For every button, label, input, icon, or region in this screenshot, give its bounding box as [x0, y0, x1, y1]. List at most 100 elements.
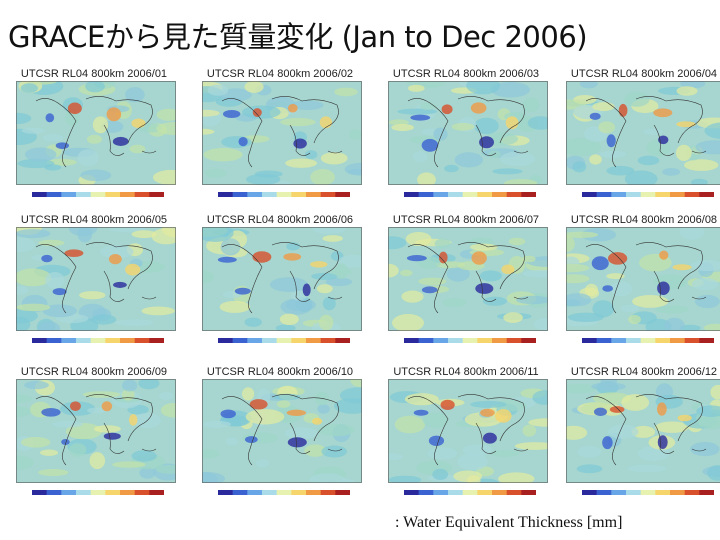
colorbar-swatch: [506, 338, 522, 343]
colorbar-swatch: [640, 338, 656, 343]
map-panel: UTCSR RL04 800km 2006/03: [380, 68, 552, 210]
map-panel: UTCSR RL04 800km 2006/11: [380, 366, 552, 508]
colorbar-swatch: [105, 192, 121, 197]
colorbar-swatch: [640, 490, 656, 495]
colorbar-swatch: [247, 490, 263, 495]
map-panel: UTCSR RL04 800km 2006/05: [8, 214, 180, 356]
colorbar-swatch: [448, 490, 463, 495]
colorbar-swatch: [699, 338, 714, 343]
colorbar-swatch: [477, 192, 493, 197]
panel-label: UTCSR RL04 800km 2006/05: [20, 214, 168, 226]
colorbar-swatch: [306, 490, 321, 495]
colorbar-swatch: [247, 338, 263, 343]
colorbar-swatch: [232, 192, 248, 197]
colorbar-swatch: [448, 192, 463, 197]
colorbar-swatch: [306, 192, 321, 197]
world-map-image: [388, 81, 548, 185]
world-map-image: [566, 227, 720, 331]
colorbar: [32, 192, 164, 197]
colorbar-swatch: [61, 338, 77, 343]
colorbar-swatch: [640, 192, 656, 197]
colorbar-swatch: [655, 338, 671, 343]
colorbar-swatch: [320, 192, 336, 197]
colorbar-swatch: [521, 192, 536, 197]
panel-label: UTCSR RL04 800km 2006/10: [206, 366, 354, 378]
colorbar-swatch: [306, 338, 321, 343]
colorbar-swatch: [582, 338, 597, 343]
colorbar-swatch: [433, 338, 449, 343]
colorbar-swatch: [218, 490, 233, 495]
colorbar-swatch: [626, 192, 641, 197]
colorbar-swatch: [404, 490, 419, 495]
colorbar-swatch: [506, 192, 522, 197]
map-panel: UTCSR RL04 800km 2006/04: [558, 68, 720, 210]
colorbar-swatch: [76, 192, 91, 197]
colorbar-swatch: [684, 338, 700, 343]
colorbar-swatch: [218, 192, 233, 197]
colorbar: [32, 338, 164, 343]
colorbar-swatch: [582, 192, 597, 197]
world-map-image: [388, 227, 548, 331]
colorbar-swatch: [521, 490, 536, 495]
colorbar-swatch: [76, 338, 91, 343]
colorbar-swatch: [670, 192, 685, 197]
colorbar-swatch: [611, 338, 627, 343]
colorbar: [218, 192, 350, 197]
colorbar: [582, 490, 714, 495]
world-map-image: [566, 81, 720, 185]
colorbar-swatch: [335, 490, 350, 495]
colorbar-swatch: [262, 338, 277, 343]
world-map-image: [202, 81, 362, 185]
colorbar-swatch: [46, 192, 62, 197]
colorbar-swatch: [670, 490, 685, 495]
colorbar-swatch: [276, 192, 292, 197]
colorbar-swatch: [596, 490, 612, 495]
colorbar: [218, 490, 350, 495]
colorbar-swatch: [655, 192, 671, 197]
colorbar-swatch: [120, 192, 135, 197]
colorbar: [404, 338, 536, 343]
panel-label: UTCSR RL04 800km 2006/11: [393, 366, 539, 378]
panel-label: UTCSR RL04 800km 2006/08: [570, 214, 718, 226]
world-map-image: [16, 227, 176, 331]
colorbar-swatch: [134, 338, 150, 343]
colorbar-swatch: [46, 490, 62, 495]
world-map-image: [388, 379, 548, 483]
colorbar-swatch: [477, 490, 493, 495]
colorbar-swatch: [477, 338, 493, 343]
colorbar-swatch: [611, 192, 627, 197]
colorbar-swatch: [90, 490, 106, 495]
world-map-image: [202, 379, 362, 483]
colorbar-swatch: [149, 192, 164, 197]
colorbar-swatch: [276, 338, 292, 343]
colorbar-swatch: [433, 490, 449, 495]
panel-label: UTCSR RL04 800km 2006/04: [570, 68, 718, 80]
colorbar-swatch: [433, 192, 449, 197]
panel-label: UTCSR RL04 800km 2006/03: [392, 68, 540, 80]
colorbar-swatch: [699, 490, 714, 495]
world-map-image: [202, 227, 362, 331]
colorbar-swatch: [596, 192, 612, 197]
colorbar-swatch: [120, 338, 135, 343]
panel-label: UTCSR RL04 800km 2006/01: [20, 68, 168, 80]
colorbar-swatch: [32, 192, 47, 197]
colorbar-swatch: [462, 338, 478, 343]
map-panel: UTCSR RL04 800km 2006/10: [194, 366, 366, 508]
panel-label: UTCSR RL04 800km 2006/12: [570, 366, 718, 378]
map-panel: UTCSR RL04 800km 2006/08: [558, 214, 720, 356]
colorbar-swatch: [684, 490, 700, 495]
panel-label: UTCSR RL04 800km 2006/02: [206, 68, 354, 80]
colorbar: [404, 490, 536, 495]
panel-label: UTCSR RL04 800km 2006/09: [20, 366, 168, 378]
colorbar-swatch: [291, 338, 307, 343]
colorbar-swatch: [105, 490, 121, 495]
panel-label: UTCSR RL04 800km 2006/06: [206, 214, 354, 226]
colorbar-swatch: [149, 338, 164, 343]
map-panel: UTCSR RL04 800km 2006/09: [8, 366, 180, 508]
colorbar-swatch: [247, 192, 263, 197]
world-map-image: [16, 379, 176, 483]
colorbar: [32, 490, 164, 495]
colorbar-swatch: [418, 338, 434, 343]
colorbar-swatch: [46, 338, 62, 343]
colorbar-swatch: [418, 490, 434, 495]
